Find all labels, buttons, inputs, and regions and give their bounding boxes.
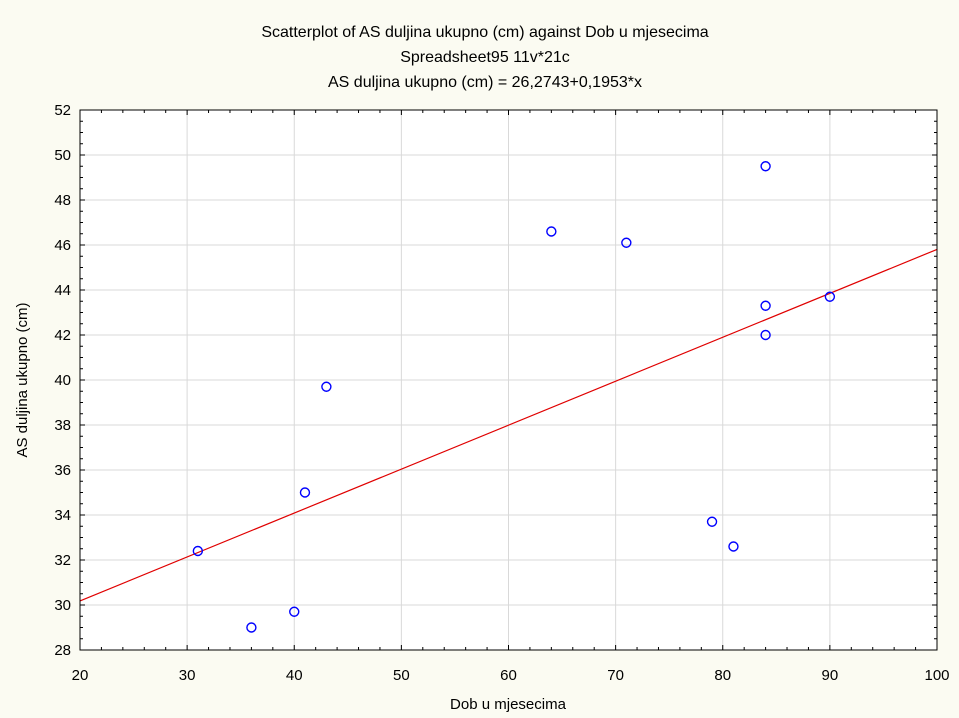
y-tick-label: 44 [54,282,71,299]
y-axis-title: AS duljina ukupno (cm) [14,302,31,457]
y-tick-labels: 28 30 32 34 36 38 40 42 44 46 48 50 52 [54,102,71,659]
data-point [760,161,771,172]
x-tick-label: 100 [924,667,949,684]
data-point [824,291,836,302]
axis-ticks [79,109,938,651]
x-axis-title: Dob u mjesecima [450,696,567,713]
data-point [760,300,771,311]
y-tick-label: 46 [54,237,71,254]
x-tick-label: 20 [72,667,89,684]
data-point [289,606,300,617]
grid-lines [80,110,937,650]
x-tick-label: 50 [393,667,410,684]
data-point [706,516,718,527]
chart-title: Scatterplot of AS duljina ukupno (cm) ag… [261,24,708,41]
data-point [192,545,204,557]
data-point [299,487,311,498]
y-tick-label: 38 [54,417,71,434]
x-tick-label: 60 [500,667,517,684]
x-tick-label: 30 [179,667,196,684]
y-tick-label: 50 [54,147,71,164]
y-tick-label: 40 [54,372,71,389]
regression-line [79,248,938,602]
data-point [321,381,332,392]
data-point [246,622,257,633]
x-tick-label: 70 [607,667,624,684]
data-point [728,541,739,552]
y-tick-label: 36 [54,462,71,479]
x-tick-label: 80 [714,667,731,684]
y-tick-label: 34 [54,507,71,524]
data-points [192,161,836,633]
x-tick-label: 90 [822,667,839,684]
x-tick-label: 40 [286,667,303,684]
y-tick-label: 52 [54,102,71,119]
x-tick-labels: 20 30 40 50 60 70 80 90 100 [72,667,950,684]
chart-subtitle: Spreadsheet95 11v*21c [400,49,570,66]
data-point [760,329,771,341]
y-tick-label: 42 [54,327,71,344]
y-tick-label: 28 [54,642,71,659]
data-point [621,237,632,248]
data-point [546,226,557,237]
y-tick-label: 48 [54,192,71,209]
regression-equation: AS duljina ukupno (cm) = 26,2743+0,1953*… [328,74,642,91]
y-tick-label: 32 [54,552,71,569]
y-tick-label: 30 [54,597,71,614]
